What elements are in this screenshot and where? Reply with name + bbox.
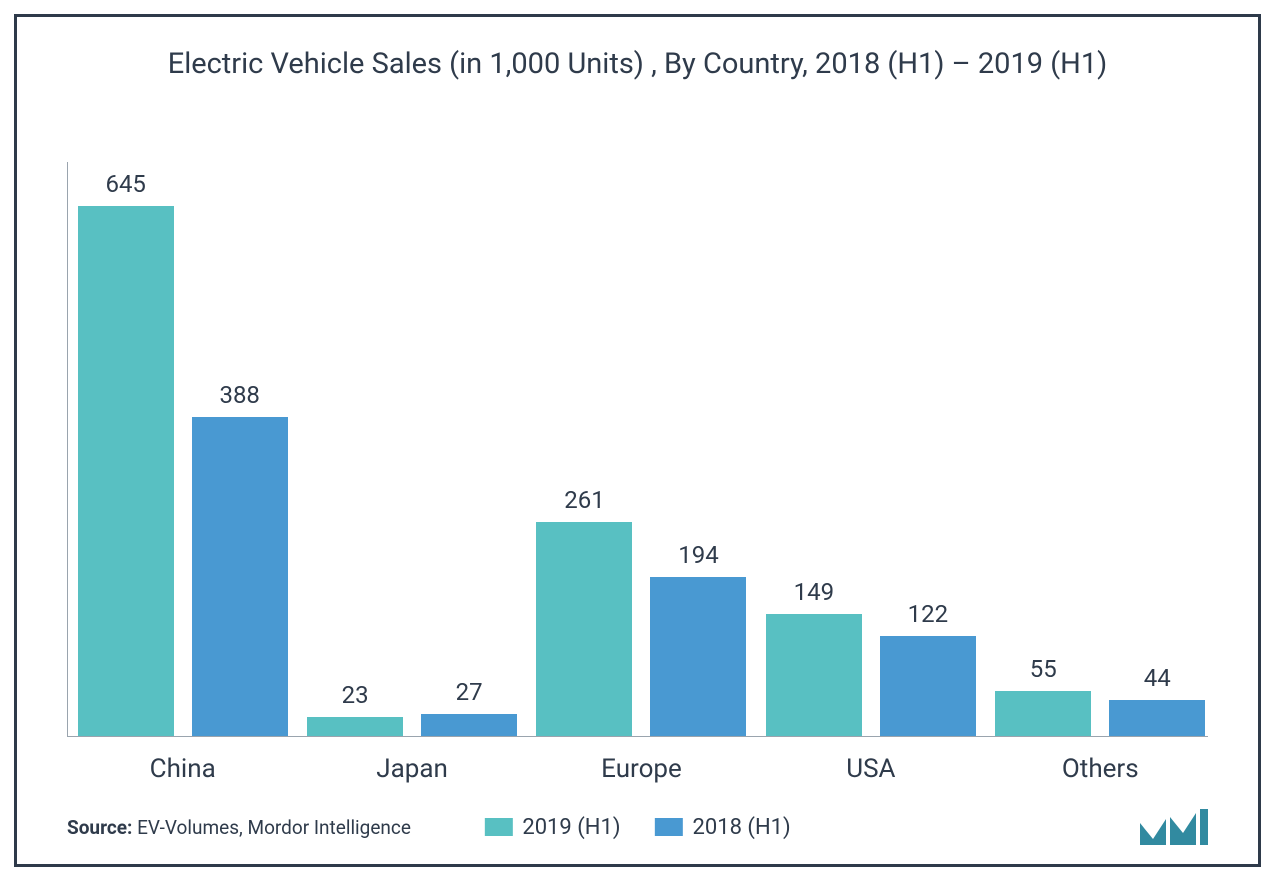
data-label: 44: [1109, 664, 1205, 700]
mordor-logo-icon: [1140, 809, 1208, 845]
category-label: Others: [986, 736, 1215, 784]
bar: 149: [766, 614, 862, 736]
legend-item: 2019 (H1): [484, 815, 620, 840]
bar-group: 2327Japan: [297, 162, 526, 736]
data-label: 149: [766, 578, 862, 614]
bar-group: 261194Europe: [527, 162, 756, 736]
legend-item: 2018 (H1): [655, 815, 791, 840]
bar-group: 5544Others: [986, 162, 1215, 736]
source-line: Source: EV-Volumes, Mordor Intelligence: [67, 816, 411, 839]
data-label: 194: [650, 541, 746, 577]
chart-container: Electric Vehicle Sales (in 1,000 Units) …: [14, 14, 1261, 867]
legend-label: 2018 (H1): [693, 815, 791, 840]
bar: 194: [650, 577, 746, 736]
bar: 27: [421, 714, 517, 736]
data-label: 261: [536, 486, 632, 522]
legend-swatch: [484, 818, 512, 836]
category-label: Japan: [297, 736, 526, 784]
data-label: 23: [307, 681, 403, 717]
bar-group: 645388China: [68, 162, 297, 736]
source-text: EV-Volumes, Mordor Intelligence: [137, 816, 411, 839]
legend: 2019 (H1) 2018 (H1): [484, 815, 790, 840]
plot-area: 645388China2327Japan261194Europe149122US…: [67, 162, 1208, 737]
data-label: 388: [192, 381, 288, 417]
data-label: 55: [995, 655, 1091, 691]
category-label: China: [68, 736, 297, 784]
category-label: Europe: [527, 736, 756, 784]
bar: 23: [307, 717, 403, 736]
bar: 122: [880, 636, 976, 736]
legend-swatch: [655, 818, 683, 836]
category-label: USA: [756, 736, 985, 784]
bar: 44: [1109, 700, 1205, 736]
bar: 388: [192, 417, 288, 736]
bar: 55: [995, 691, 1091, 736]
legend-label: 2019 (H1): [522, 815, 620, 840]
chart-footer: Source: EV-Volumes, Mordor Intelligence …: [67, 812, 1208, 842]
data-label: 122: [880, 600, 976, 636]
source-prefix: Source:: [67, 816, 132, 839]
bar-group: 149122USA: [756, 162, 985, 736]
data-label: 27: [421, 678, 517, 714]
bar: 645: [78, 206, 174, 736]
bar: 261: [536, 522, 632, 736]
chart-title: Electric Vehicle Sales (in 1,000 Units) …: [17, 17, 1258, 84]
data-label: 645: [78, 170, 174, 206]
